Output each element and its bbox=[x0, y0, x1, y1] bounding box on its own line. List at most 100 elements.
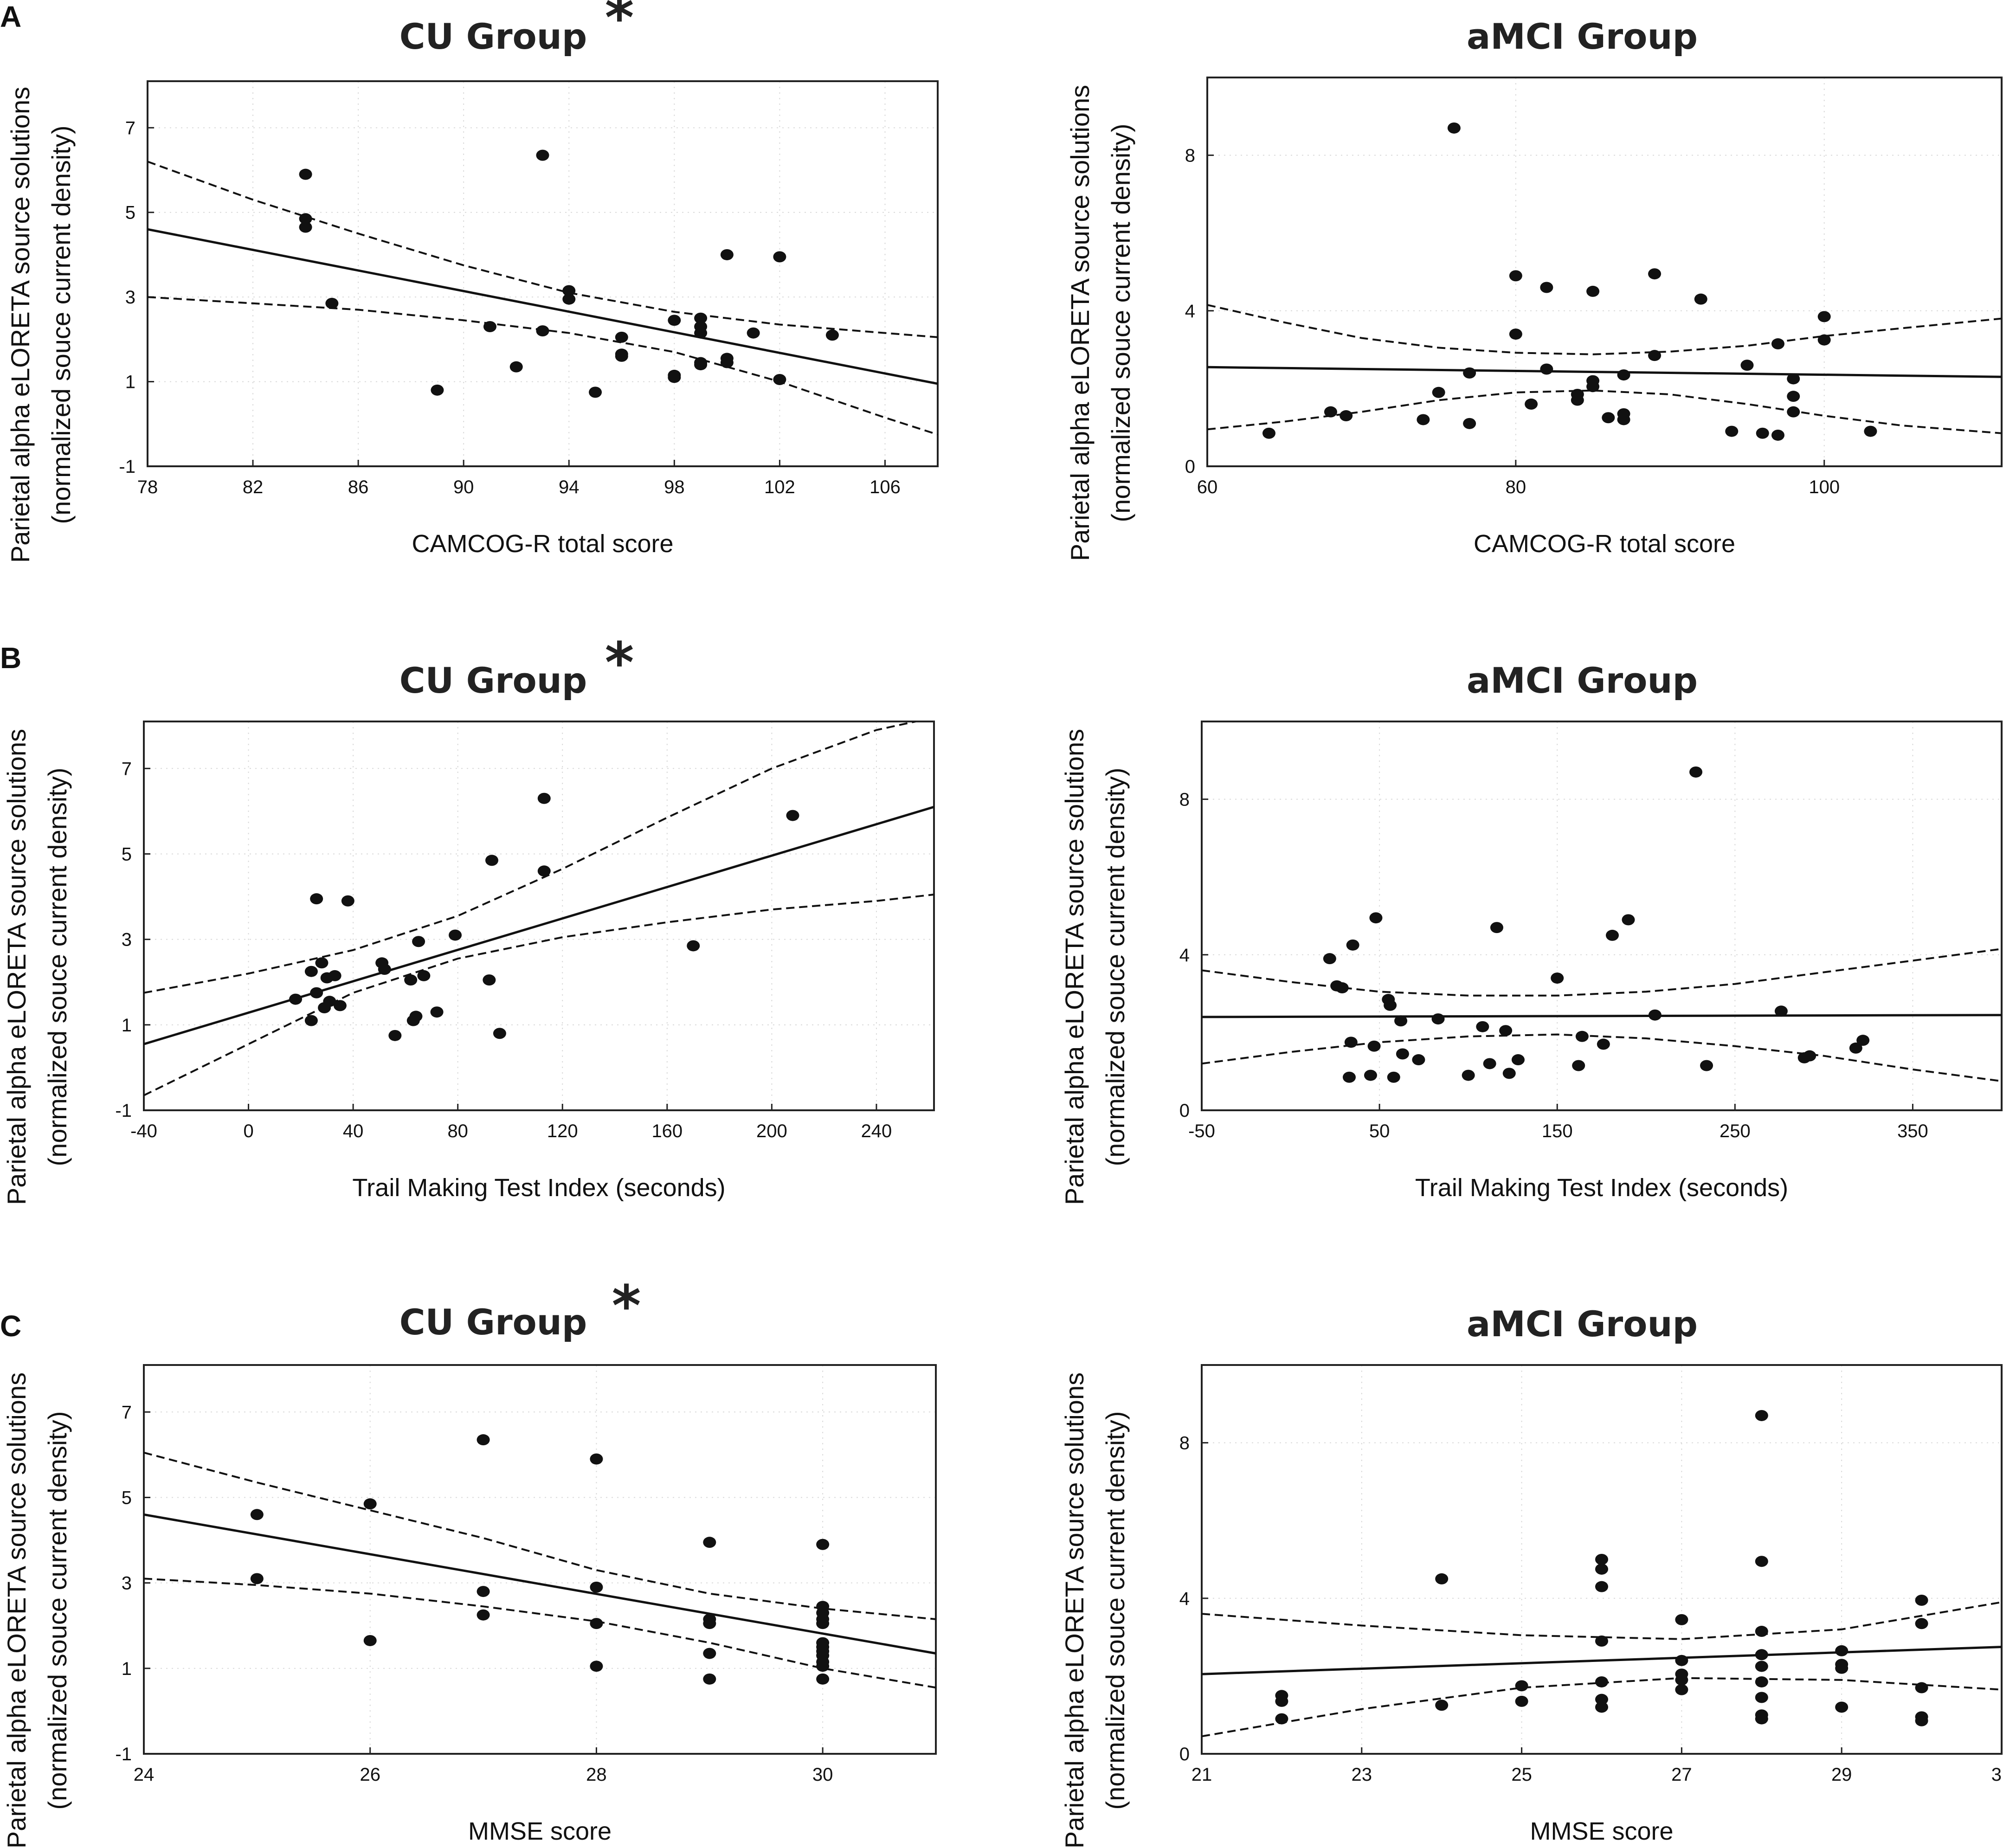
data-point bbox=[1755, 1626, 1768, 1637]
y-axis-label-line2: (normalized souce current density) bbox=[46, 125, 76, 524]
panel-letter: B bbox=[0, 641, 21, 675]
regression-line bbox=[144, 805, 934, 1045]
y-tick-label: 1 bbox=[122, 1015, 132, 1036]
data-point bbox=[1755, 1676, 1768, 1687]
y-tick-label: 8 bbox=[1179, 790, 1190, 810]
data-point bbox=[590, 1661, 603, 1672]
data-point bbox=[1324, 406, 1337, 418]
data-point bbox=[1417, 414, 1430, 425]
x-tick-label: 250 bbox=[1720, 1121, 1751, 1141]
data-point bbox=[1835, 1645, 1848, 1656]
data-point bbox=[304, 966, 318, 977]
data-point bbox=[1262, 427, 1275, 439]
data-point bbox=[1540, 363, 1553, 375]
y-tick-label: 3 bbox=[122, 930, 132, 950]
plot-frame bbox=[143, 1364, 937, 1755]
data-point bbox=[1387, 1071, 1400, 1083]
x-tick-label: 160 bbox=[651, 1121, 683, 1141]
x-tick-label: 90 bbox=[453, 477, 474, 497]
data-point bbox=[1340, 410, 1353, 422]
data-point bbox=[1586, 375, 1600, 386]
data-point bbox=[299, 213, 312, 225]
data-point bbox=[289, 993, 303, 1005]
plot-frame bbox=[147, 80, 939, 467]
data-point bbox=[1597, 1038, 1610, 1050]
ci-lower-line bbox=[1202, 1033, 2002, 1082]
significance-marker: * bbox=[605, 631, 634, 695]
data-point bbox=[1617, 408, 1630, 419]
data-point bbox=[1755, 1661, 1768, 1672]
data-point bbox=[1367, 1040, 1381, 1052]
data-point bbox=[1499, 1025, 1513, 1037]
data-point bbox=[1787, 373, 1800, 385]
x-tick-label: -40 bbox=[130, 1121, 157, 1141]
data-point bbox=[1675, 1684, 1688, 1695]
regression-line bbox=[148, 228, 938, 385]
data-point bbox=[1915, 1618, 1928, 1629]
regression-line bbox=[1202, 1646, 2002, 1675]
data-point bbox=[703, 1648, 716, 1659]
data-point bbox=[1740, 360, 1754, 371]
data-point bbox=[310, 987, 323, 998]
data-point bbox=[1275, 1713, 1288, 1725]
ci-lower-line bbox=[144, 894, 934, 1096]
plot-frame bbox=[143, 721, 935, 1111]
y-axis-label-line1: Parietal alpha eLORETA source solutions bbox=[1065, 85, 1095, 561]
x-tick-label: 106 bbox=[869, 477, 901, 497]
x-tick-label: 24 bbox=[134, 1764, 155, 1785]
y-axis-label-line2: (normalized souce current density) bbox=[43, 767, 72, 1166]
data-point bbox=[250, 1509, 264, 1520]
data-point bbox=[1849, 1042, 1862, 1054]
data-point bbox=[1509, 270, 1522, 282]
data-point bbox=[1384, 999, 1397, 1011]
x-tick-label: 82 bbox=[243, 477, 264, 497]
y-tick-label: 1 bbox=[122, 1659, 132, 1679]
y-axis-label: Parietal alpha eLORETA source solutions (… bbox=[2, 1372, 72, 1848]
chart-title: CU Group bbox=[399, 1301, 587, 1343]
data-point bbox=[816, 1618, 830, 1629]
data-point bbox=[1595, 1701, 1608, 1713]
data-point bbox=[1648, 1009, 1662, 1021]
x-tick-label: 78 bbox=[137, 477, 158, 497]
data-point bbox=[1803, 1050, 1816, 1062]
data-point bbox=[816, 1673, 830, 1685]
data-point bbox=[363, 1498, 377, 1510]
data-point bbox=[1602, 412, 1615, 424]
data-point bbox=[1648, 268, 1662, 280]
data-point bbox=[1509, 328, 1522, 340]
panel-c-amci-mmse: aMCI Group 21 23 25 27 29 31 0 4 8 MMSE score Pari… bbox=[1060, 1303, 2003, 1848]
x-axis-label: CAMCOG-R total score bbox=[1474, 530, 1735, 558]
data-point bbox=[1755, 1713, 1768, 1725]
data-point bbox=[299, 221, 312, 233]
y-tick-label: -1 bbox=[119, 457, 135, 477]
x-axis-label: MMSE score bbox=[1530, 1817, 1673, 1845]
y-axis-label: Parietal alpha eLORETA source solutions (… bbox=[2, 729, 72, 1205]
y-axis-label: Parietal alpha eLORETA source solutions (… bbox=[1065, 85, 1135, 561]
x-tick-label: 23 bbox=[1352, 1764, 1372, 1785]
panel-b-cu-trail: B CU Group * -40 0 40 80 120 160 200 240 -1 1 3 5 7 T… bbox=[0, 631, 935, 1205]
data-point bbox=[615, 331, 628, 343]
x-tick-label: 25 bbox=[1511, 1764, 1532, 1785]
data-point bbox=[1595, 1563, 1608, 1575]
data-point bbox=[409, 1011, 423, 1022]
x-tick-label: 0 bbox=[243, 1121, 253, 1141]
x-tick-label: 26 bbox=[360, 1764, 380, 1785]
y-axis-label-line1: Parietal alpha eLORETA source solutions bbox=[1060, 729, 1089, 1205]
data-point bbox=[1432, 386, 1445, 398]
data-point bbox=[1525, 398, 1538, 410]
data-point bbox=[562, 285, 576, 296]
data-point bbox=[1605, 929, 1619, 941]
data-point bbox=[1817, 311, 1831, 322]
y-axis-label-line2: (normalized souce current density) bbox=[43, 1411, 72, 1809]
data-point bbox=[1344, 1037, 1358, 1048]
data-point bbox=[1771, 338, 1784, 350]
data-point bbox=[1856, 1035, 1870, 1046]
data-point bbox=[1595, 1676, 1608, 1687]
data-point bbox=[304, 1015, 318, 1026]
x-tick-label: 240 bbox=[861, 1121, 892, 1141]
data-point bbox=[1817, 334, 1831, 346]
data-point bbox=[1435, 1700, 1449, 1711]
data-point bbox=[1462, 1069, 1475, 1081]
y-tick-label: 7 bbox=[122, 759, 132, 779]
data-point bbox=[1756, 427, 1769, 439]
